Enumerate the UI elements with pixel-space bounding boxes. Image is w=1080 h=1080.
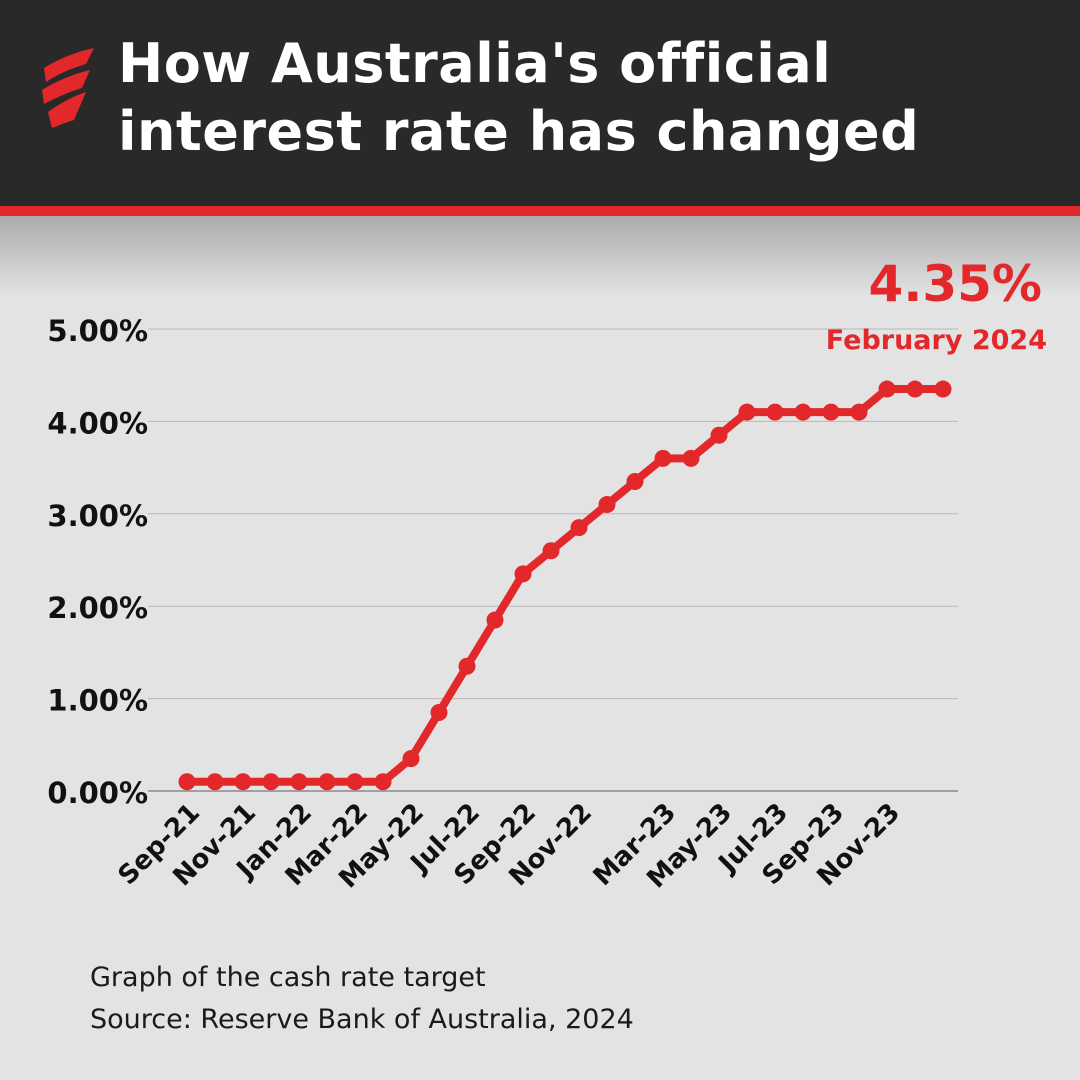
page-title: How Australia's official interest rate h… xyxy=(118,30,1058,166)
latest-rate-value: 4.35% xyxy=(868,255,1042,313)
data-point xyxy=(290,773,308,791)
data-point xyxy=(766,403,784,421)
data-point xyxy=(738,403,756,421)
header-red-rule xyxy=(0,206,1080,216)
header-bar xyxy=(0,0,1080,206)
y-tick-label: 1.00% xyxy=(47,684,148,718)
data-point xyxy=(934,380,952,398)
header-shadow xyxy=(0,216,1080,296)
data-point xyxy=(402,750,420,768)
data-point xyxy=(850,403,868,421)
y-tick-label: 2.00% xyxy=(47,591,148,625)
caption-source: Source: Reserve Bank of Australia, 2024 xyxy=(90,1004,634,1035)
data-point xyxy=(514,565,532,583)
interest-rate-chart: 0.00%1.00%2.00%3.00%4.00%5.00%Sep-21Nov-… xyxy=(47,314,958,894)
data-point xyxy=(542,542,560,560)
data-point xyxy=(318,773,336,791)
sbs-logo-icon xyxy=(42,48,94,128)
data-point xyxy=(654,449,672,467)
chart-caption: Graph of the cash rate target Source: Re… xyxy=(90,957,634,1041)
data-point xyxy=(206,773,224,791)
data-point xyxy=(346,773,364,791)
data-point xyxy=(178,773,196,791)
series-line xyxy=(183,385,947,786)
data-point xyxy=(710,426,728,444)
y-tick-label: 3.00% xyxy=(47,499,148,533)
title-line-2: interest rate has changed xyxy=(118,100,920,163)
data-point xyxy=(234,773,252,791)
y-tick-label: 4.00% xyxy=(47,406,148,440)
caption-description: Graph of the cash rate target xyxy=(90,962,486,993)
data-point xyxy=(458,657,476,675)
data-point xyxy=(374,773,392,791)
data-point xyxy=(682,449,700,467)
data-point xyxy=(878,380,896,398)
data-point xyxy=(822,403,840,421)
data-point xyxy=(794,403,812,421)
data-point xyxy=(262,773,280,791)
data-point xyxy=(906,380,924,398)
data-point xyxy=(598,496,616,514)
data-point xyxy=(486,611,504,629)
y-tick-label: 5.00% xyxy=(47,314,148,348)
data-point xyxy=(430,703,448,721)
latest-rate-date: February 2024 xyxy=(825,325,1047,356)
data-point xyxy=(626,472,644,490)
data-point xyxy=(570,519,588,537)
title-line-1: How Australia's official xyxy=(118,32,832,95)
y-tick-label: 0.00% xyxy=(47,776,148,810)
